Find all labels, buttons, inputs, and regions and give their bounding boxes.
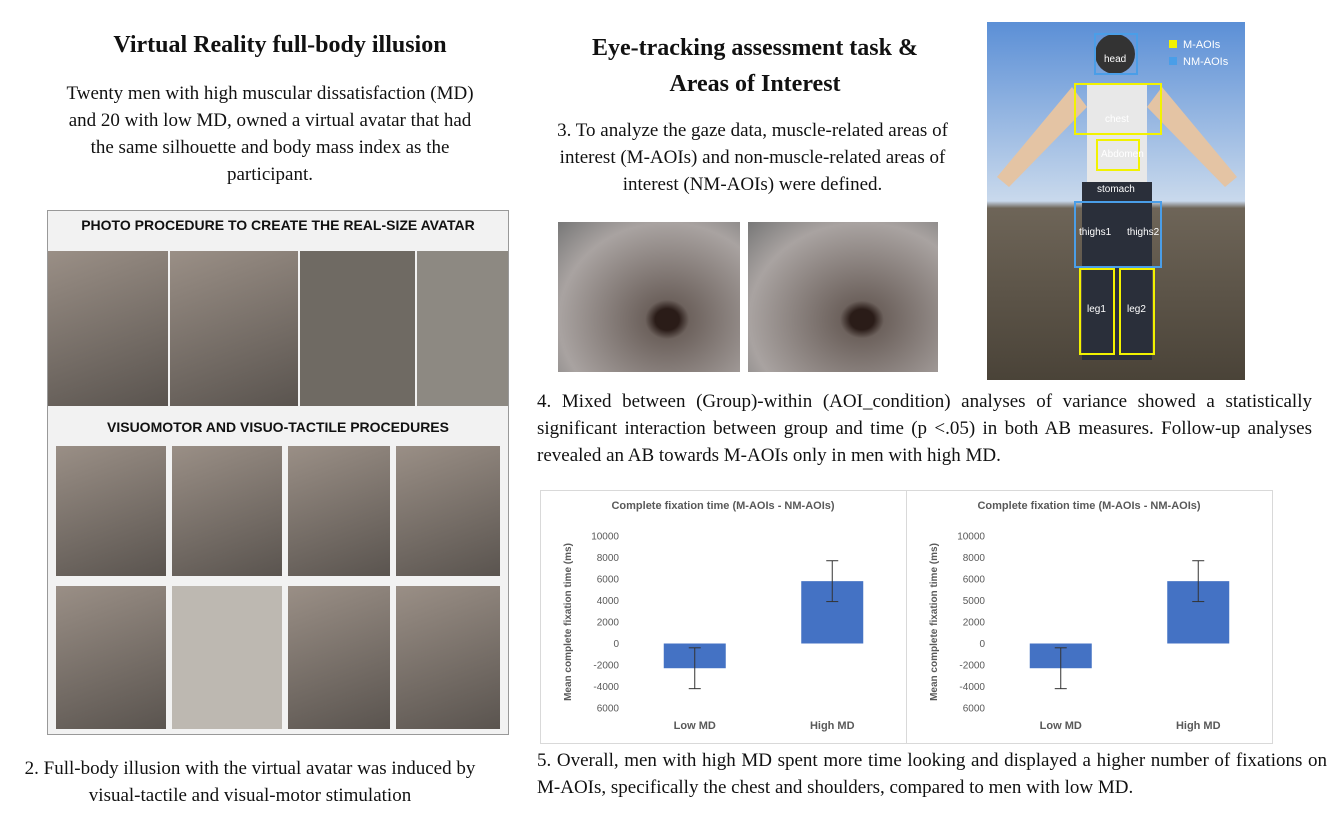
y-tick-label: 0	[613, 639, 619, 650]
right-title: Eye-tracking assessment task & Areas of I…	[540, 30, 970, 102]
nm-aoi-outlines	[1074, 33, 1162, 268]
legend-label: NM-AOIs	[1183, 56, 1229, 68]
y-tick-label: 6000	[597, 575, 620, 586]
y-tick-label: 10000	[957, 532, 985, 543]
photo-panel: PHOTO PROCEDURE TO CREATE THE REAL-SIZE …	[47, 210, 509, 735]
chart: Complete fixation time (M-AOIs - NM-AOIs…	[540, 490, 907, 744]
y-tick-label: 4000	[597, 596, 620, 607]
avatar-label: chest	[1105, 114, 1129, 125]
title-line: Areas of Interest	[669, 71, 841, 97]
legend-swatch	[1169, 40, 1177, 48]
avatar-label: leg2	[1127, 304, 1146, 315]
avatar-label: thighs1	[1079, 227, 1112, 238]
x-tick-label: Low MD	[674, 720, 716, 732]
x-tick-label: Low MD	[1040, 720, 1082, 732]
x-tick-label: High MD	[810, 720, 855, 732]
title-line: Eye-tracking assessment task &	[592, 35, 918, 61]
avatar-label: thighs2	[1127, 227, 1160, 238]
y-axis-title: Mean complete fixation time (ms)	[563, 543, 574, 701]
y-tick-label: 10000	[591, 532, 619, 543]
avatar-label: Abdomen	[1101, 149, 1144, 160]
photo	[170, 251, 298, 406]
y-tick-label: -2000	[593, 661, 619, 672]
caption: 2. Full-body illusion with the virtual a…	[24, 758, 476, 806]
photo-heading: VISUOMOTOR AND VISUO-TACTILE PROCEDURES	[107, 419, 449, 435]
y-tick-label: -4000	[959, 682, 985, 693]
chart-title: Complete fixation time (M-AOIs - NM-AOIs…	[977, 500, 1200, 512]
photo	[172, 446, 282, 576]
y-tick-label: 5000	[963, 596, 986, 607]
chart-title: Complete fixation time (M-AOIs - NM-AOIs…	[611, 500, 834, 512]
avatar-label: stomach	[1097, 184, 1135, 195]
eye-image	[558, 222, 740, 372]
error-bar	[826, 560, 839, 603]
y-axis-title: Mean complete fixation time (ms)	[929, 543, 940, 701]
photo	[288, 446, 390, 576]
head	[1095, 34, 1135, 74]
photo	[417, 251, 508, 406]
y-tick-label: 6000	[963, 575, 986, 586]
photo	[48, 251, 168, 406]
point-5: 5. Overall, men with high MD spent more …	[537, 750, 1327, 798]
y-tick-label: 6000	[963, 704, 986, 715]
photo	[300, 251, 415, 406]
y-tick-label: 2000	[963, 618, 986, 629]
photo	[56, 446, 166, 576]
y-tick-label: 6000	[597, 704, 620, 715]
eye-image	[748, 222, 938, 372]
y-tick-label: 2000	[597, 618, 620, 629]
photo	[56, 586, 166, 729]
error-bar	[1192, 560, 1205, 603]
intro: Twenty men with high muscular dissatisfa…	[66, 83, 474, 185]
aoi	[1094, 33, 1138, 75]
avatar-image: head chest Abdomen stomach thighs1 thighs2 leg…	[987, 22, 1245, 380]
photo	[172, 586, 282, 729]
legend-swatch	[1169, 57, 1177, 65]
photo	[288, 586, 390, 729]
m-aoi-outlines	[1074, 83, 1162, 355]
avatar-labels: head chest Abdomen stomach thighs1 thighs2 leg…	[1079, 54, 1160, 315]
aoi	[1096, 139, 1140, 171]
chart: Complete fixation time (M-AOIs - NM-AOIs…	[906, 490, 1273, 744]
legend-label: M-AOIs	[1183, 39, 1221, 51]
y-tick-label: -2000	[959, 661, 985, 672]
photo	[396, 446, 500, 576]
aoi	[1119, 268, 1155, 355]
y-tick-label: 0	[979, 639, 985, 650]
x-tick-label: High MD	[1176, 720, 1221, 732]
y-tick-label: 8000	[963, 553, 986, 564]
aoi	[1074, 83, 1162, 135]
left-title: Virtual Reality full-body illusion	[113, 32, 447, 58]
aoi	[1079, 268, 1115, 355]
y-tick-label: -4000	[593, 682, 619, 693]
point-3: 3. To analyze the gaze data, muscle-rela…	[557, 120, 948, 195]
legs	[1082, 280, 1152, 360]
avatar-label: head	[1104, 54, 1126, 65]
photo-heading: PHOTO PROCEDURE TO CREATE THE REAL-SIZE …	[81, 217, 475, 233]
point-4: 4. Mixed between (Group)-within (AOI_con…	[537, 391, 1312, 466]
aoi	[1074, 201, 1162, 268]
error-bar	[1054, 647, 1067, 690]
y-tick-label: 8000	[597, 553, 620, 564]
avatar-label: leg1	[1087, 304, 1106, 315]
arm	[997, 87, 1087, 187]
photo	[396, 586, 500, 729]
legs	[1082, 182, 1152, 282]
arm	[1147, 87, 1237, 187]
error-bar	[688, 647, 701, 690]
